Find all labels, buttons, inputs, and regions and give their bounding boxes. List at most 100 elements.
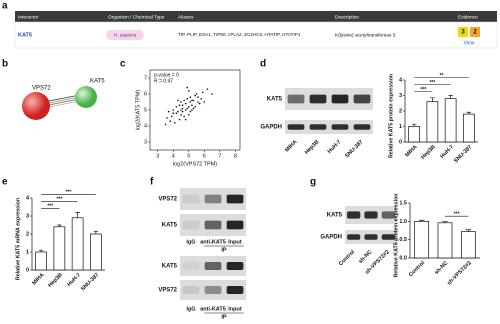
lane-label: IgG <box>186 306 195 312</box>
blot-band <box>347 234 361 240</box>
point <box>206 88 209 90</box>
blot-band <box>287 94 305 104</box>
bar <box>463 113 475 143</box>
point <box>191 99 193 102</box>
x-tick-label: sh-NC <box>434 260 450 276</box>
y-axis-label: Relative KAT5 protein expression <box>393 193 399 277</box>
y-axis-label: Relative KAT5 mRNA expression <box>15 198 21 280</box>
point <box>167 110 170 113</box>
lane-label: Input <box>228 306 242 312</box>
view-link[interactable]: View <box>464 40 475 46</box>
blot-band <box>182 262 200 270</box>
blot-band <box>204 220 222 230</box>
blot-row-label: VPS72 <box>158 197 177 203</box>
lane-label: HuH-7 <box>327 139 343 155</box>
blot-row-label: GAPDH <box>320 235 342 241</box>
table-header-cell: Aliases <box>178 14 194 20</box>
point <box>191 104 193 106</box>
point <box>197 96 199 98</box>
blot-band <box>182 286 200 294</box>
significance-label: *** <box>47 204 53 210</box>
lane-label: anti-KAT5 <box>200 239 226 245</box>
bar <box>53 226 66 271</box>
blot-band <box>226 262 244 270</box>
group-label: IP <box>221 247 227 253</box>
point <box>172 112 175 114</box>
point <box>184 102 187 105</box>
blot-band <box>309 94 327 104</box>
x-tick-label: 4 <box>172 153 175 159</box>
bar <box>444 98 457 143</box>
x-tick-label: HuH-7 <box>439 144 455 160</box>
point <box>169 120 171 122</box>
point <box>203 101 206 103</box>
x-tick-label: 7 <box>218 153 221 159</box>
point <box>180 101 182 103</box>
y-tick-label: 2 <box>399 108 402 114</box>
significance-label: *** <box>66 190 72 196</box>
annotation: p-value = 0 <box>154 72 179 78</box>
point <box>195 93 198 95</box>
table-row <box>14 21 498 49</box>
y-tick-label: 4 <box>26 195 30 201</box>
x-tick-label: sh-VPS72#2 <box>446 260 473 287</box>
point <box>164 123 167 126</box>
point <box>178 118 181 121</box>
table-header <box>15 11 497 22</box>
point <box>189 101 192 103</box>
evidence-box <box>458 27 468 37</box>
point <box>184 118 187 121</box>
point <box>201 91 204 94</box>
blot-band <box>347 211 361 219</box>
x-tick-label: SNU-387 <box>80 272 100 292</box>
x-tick-label: HuH-7 <box>66 272 82 288</box>
point <box>181 107 184 110</box>
blot-background <box>180 280 246 300</box>
node-label: KAT5 <box>90 79 105 85</box>
x-tick-label: 8 <box>234 153 237 159</box>
point <box>192 99 195 102</box>
panel-label: a <box>2 1 8 12</box>
point <box>181 110 184 113</box>
lane-label: Control <box>338 249 356 267</box>
point <box>170 115 173 118</box>
x-tick-label: 3 <box>156 153 159 159</box>
y-tick-label: 1 <box>399 124 402 130</box>
blot-background <box>180 188 246 210</box>
x-tick-label: MIHA <box>31 272 45 286</box>
error-bar <box>57 224 62 227</box>
error-bar <box>448 95 453 99</box>
blot-band <box>364 211 378 219</box>
point <box>198 102 201 105</box>
panel-label: b <box>2 59 8 70</box>
organism-pill <box>106 30 144 40</box>
evidence-score: 2 <box>473 30 477 36</box>
blot-band <box>204 286 222 294</box>
point <box>211 93 213 95</box>
y-tick-label: 6 <box>144 91 147 97</box>
blot-band <box>381 211 395 219</box>
point <box>197 101 199 103</box>
point <box>174 122 176 124</box>
blot-row-label: KAT5 <box>267 97 283 103</box>
y-tick-label: 1 <box>26 249 29 255</box>
bar <box>426 101 439 143</box>
point <box>186 98 189 100</box>
blot-band <box>381 234 395 240</box>
blot-band <box>309 124 327 130</box>
point <box>175 106 178 108</box>
point <box>180 114 182 116</box>
blot-row-label: KAT5 <box>162 223 178 229</box>
y-tick-label: 3 <box>144 139 147 145</box>
blot-band <box>331 94 349 104</box>
blot-band <box>182 194 200 204</box>
error-bar <box>465 229 472 232</box>
blot-band <box>182 220 200 230</box>
error-bar <box>466 111 472 115</box>
bar <box>414 220 430 259</box>
significance-label: *** <box>420 87 426 93</box>
error-bar <box>75 212 80 218</box>
bar <box>35 251 47 271</box>
blot-band <box>204 194 222 204</box>
